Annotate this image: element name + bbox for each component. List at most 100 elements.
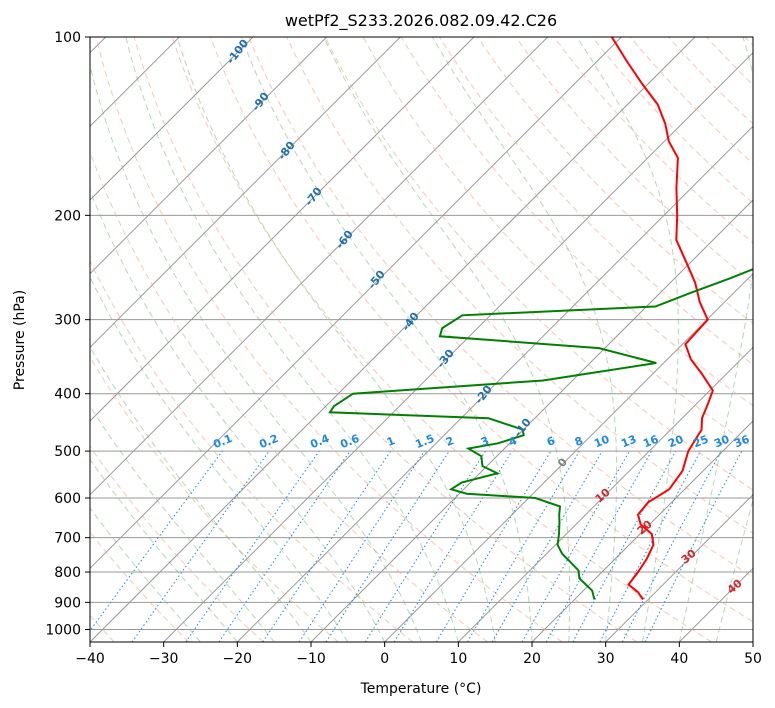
moist-adiabat-line	[678, 37, 753, 642]
isotherm-line	[90, 37, 401, 349]
dry-adiabat-line	[629, 37, 753, 165]
moist-adiabat-line	[125, 37, 459, 642]
dry-adiabat-line	[591, 37, 753, 204]
dry-adiabat-line	[324, 37, 753, 491]
dry-adiabat-label: -100	[224, 37, 251, 67]
moist-adiabat-line	[90, 63, 422, 642]
dry-adiabat-line	[553, 37, 753, 244]
x-tick-label: −10	[296, 651, 326, 667]
isotherm-line	[752, 641, 753, 642]
mixing-ratio-label: 0.4	[308, 432, 331, 451]
dry-adiabat-label: -10	[511, 416, 534, 440]
mixing-ratio-label: 10	[592, 433, 611, 451]
dry-adiabat-line	[95, 37, 563, 642]
mixing-ratio-line	[545, 450, 653, 642]
dry-adiabat-label: 0	[555, 455, 570, 469]
moist-adiabat-line	[431, 37, 618, 642]
dry-adiabat-line	[90, 445, 264, 642]
isotherm-line	[90, 37, 622, 570]
mixing-ratio-label: 8	[573, 434, 585, 449]
mixing-ratio-line	[521, 450, 630, 642]
temperature-line	[610, 37, 714, 601]
mixing-ratio-label: 20	[666, 433, 685, 451]
dewpoint-line	[328, 268, 753, 600]
line-labels: -100-90-80-70-60-50-40-30-20-10010203040…	[211, 37, 751, 597]
mixing-ratio-label: 30	[712, 433, 731, 451]
dry-adiabat-label: -30	[434, 347, 457, 371]
mixing-ratio-line	[298, 450, 425, 642]
moist-adiabat-line	[576, 37, 679, 642]
x-tick-label: 20	[523, 651, 541, 667]
isotherm-line	[457, 346, 753, 642]
mixing-ratio-line	[644, 450, 743, 642]
x-tick-label: 50	[744, 651, 762, 667]
x-tick-label: 0	[380, 651, 389, 667]
dry-adiabat-line	[90, 356, 339, 642]
moist-adiabat-lines	[90, 37, 753, 642]
moist-adiabat-line	[90, 189, 386, 642]
dry-adiabat-line	[90, 531, 190, 642]
isotherm-lines	[90, 37, 753, 642]
isotherm-line	[531, 420, 753, 642]
moist-adiabat-line	[90, 458, 238, 642]
isotherm-line	[90, 37, 328, 275]
moist-adiabat-line	[90, 345, 312, 642]
x-axis-ticks: −40 −30 −20 −10 0 10 20 30 40 50	[75, 642, 762, 667]
mixing-ratio-line	[262, 450, 392, 642]
isotherm-line	[236, 125, 753, 642]
mixing-ratio-label: 1	[385, 434, 397, 449]
x-tick-label: 30	[597, 651, 615, 667]
isotherm-line	[605, 493, 753, 642]
moist-adiabat-line	[176, 37, 496, 642]
isotherm-line	[90, 37, 254, 201]
dry-adiabat-line	[248, 37, 753, 578]
mixing-ratio-label: 16	[641, 433, 660, 451]
isotherm-line	[90, 37, 549, 496]
isotherm-line	[90, 37, 475, 422]
moist-adiabat-line	[90, 405, 275, 642]
mixing-ratio-line	[364, 450, 486, 642]
isotherm-line	[90, 37, 696, 642]
x-tick-label: 10	[449, 651, 467, 667]
x-axis-label: Temperature (°C)	[360, 681, 482, 697]
y-tick-label: 500	[54, 444, 81, 460]
mixing-ratio-label: 3	[479, 434, 491, 449]
mixing-ratio-label: 1.5	[413, 432, 436, 451]
profile-series	[328, 37, 753, 601]
mixing-ratio-label: 2	[444, 434, 456, 449]
dry-adiabat-line	[744, 37, 753, 47]
mixing-ratio-line	[572, 450, 677, 642]
y-axis-ticks: 100 200 300 400 500 600 700 800 900 1000	[45, 30, 90, 638]
mixing-ratio-lines	[90, 450, 743, 642]
x-tick-label: −30	[149, 651, 179, 667]
moist-adiabat-line	[90, 276, 349, 642]
y-tick-label: 400	[54, 387, 81, 403]
dry-adiabat-line	[171, 37, 712, 642]
dry-adiabat-line	[515, 37, 753, 284]
dry-adiabat-line	[90, 259, 414, 642]
dry-adiabat-line	[400, 37, 753, 407]
mixing-ratio-line	[218, 450, 351, 642]
y-tick-label: 600	[54, 491, 81, 507]
mixing-ratio-label: 0.2	[257, 432, 280, 451]
x-tick-label: −20	[223, 651, 253, 667]
y-tick-label: 700	[54, 531, 81, 547]
mixing-ratio-line	[325, 450, 450, 642]
mixing-ratio-label: 6	[545, 434, 557, 449]
mixing-ratio-label: 0.1	[211, 432, 234, 451]
y-tick-label: 300	[54, 313, 81, 329]
dry-adiabat-label: -50	[365, 268, 388, 292]
y-tick-label: 100	[54, 30, 81, 46]
mixing-ratio-label: 25	[691, 433, 710, 451]
y-axis-label: Pressure (hPa)	[12, 290, 28, 390]
y-tick-label: 1000	[45, 622, 81, 638]
moist-adiabat-label: 10	[593, 485, 613, 505]
dry-adiabat-lines	[90, 37, 753, 642]
mixing-ratio-label: 0.6	[338, 432, 361, 451]
dry-adiabat-line	[133, 37, 638, 642]
mixing-ratio-label: 36	[732, 433, 751, 451]
x-tick-label: −40	[75, 651, 105, 667]
dry-adiabat-line	[477, 37, 753, 325]
dry-adiabat-line	[210, 37, 753, 623]
